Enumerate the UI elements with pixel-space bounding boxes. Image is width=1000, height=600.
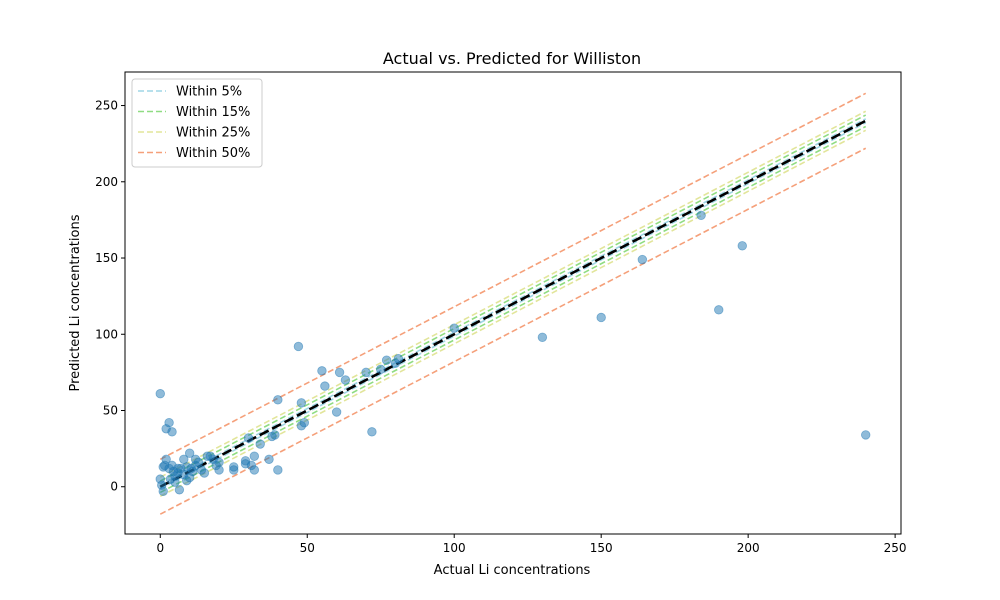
legend-label: Within 5% [176, 85, 242, 100]
y-axis-label: Predicted Li concentrations [68, 214, 83, 391]
data-point [714, 305, 724, 315]
y-tick-label: 200 [95, 175, 118, 189]
identity-line [159, 119, 867, 488]
chart-title: Actual vs. Predicted for Williston [383, 49, 641, 68]
data-point [861, 430, 871, 440]
data-point [331, 407, 342, 417]
data-point [334, 367, 345, 378]
band-line-3-lower [159, 147, 867, 515]
band-line-1-lower [159, 125, 867, 494]
data-point [273, 465, 283, 475]
data-point [537, 332, 548, 343]
identity-line-group [159, 119, 867, 488]
data-point [164, 417, 174, 428]
x-tick-label: 150 [590, 541, 613, 555]
data-point [449, 323, 459, 333]
data-point [243, 433, 254, 443]
y-tick-label: 150 [95, 251, 118, 265]
y-tick-label: 0 [110, 480, 118, 494]
data-point [381, 355, 392, 365]
x-axis-ticks: 0 50 100 150 200 250 [156, 534, 907, 555]
data-point [174, 485, 185, 495]
band-line-2-upper [159, 110, 867, 478]
data-point [170, 477, 180, 487]
x-axis-label: Actual Li concentrations [434, 563, 591, 578]
data-point [293, 341, 304, 352]
data-point [184, 448, 195, 458]
data-point [637, 254, 648, 265]
x-tick-label: 0 [156, 541, 164, 555]
data-points [155, 210, 871, 497]
band-line-2-lower [159, 129, 867, 497]
band-line-3-upper [159, 92, 867, 460]
y-tick-label: 100 [95, 327, 118, 341]
band-line-1-upper [159, 114, 867, 482]
data-point [229, 462, 239, 472]
data-point [361, 367, 371, 378]
legend-label: Within 15% [176, 105, 250, 120]
legend-label: Within 50% [176, 146, 250, 161]
data-point [249, 451, 260, 461]
y-axis-ticks: 0 50 100 150 200 250 [95, 99, 125, 494]
plot-frame [124, 71, 902, 535]
data-point [696, 210, 706, 221]
data-point [737, 241, 747, 251]
legend-label: Within 25% [176, 126, 250, 141]
data-point [264, 454, 274, 464]
data-point [155, 389, 165, 399]
data-point [273, 395, 283, 405]
data-point [367, 427, 377, 437]
data-point [296, 398, 307, 408]
data-point [340, 375, 351, 385]
data-point [299, 417, 310, 428]
x-tick-label: 100 [443, 541, 466, 555]
data-point [320, 381, 330, 391]
x-tick-label: 200 [737, 541, 760, 555]
data-point [167, 427, 177, 437]
data-point [376, 364, 386, 375]
data-point [214, 457, 224, 468]
data-point [317, 366, 327, 376]
y-tick-label: 250 [95, 99, 118, 113]
data-point [255, 439, 265, 449]
data-point [249, 465, 260, 475]
tolerance-bands [159, 92, 867, 515]
data-point [270, 430, 280, 440]
band-line-0-lower [159, 121, 867, 490]
data-point [158, 486, 168, 497]
y-tick-label: 50 [103, 403, 118, 417]
data-point [596, 312, 606, 323]
data-point [199, 468, 210, 478]
band-line-0-upper [159, 118, 867, 486]
data-point [161, 454, 171, 464]
x-tick-label: 50 [300, 541, 315, 555]
x-tick-label: 250 [884, 541, 907, 555]
legend-box [131, 78, 263, 168]
legend: Within 5% Within 15% Within 25% Within 50% [131, 78, 263, 168]
data-point [393, 353, 404, 364]
